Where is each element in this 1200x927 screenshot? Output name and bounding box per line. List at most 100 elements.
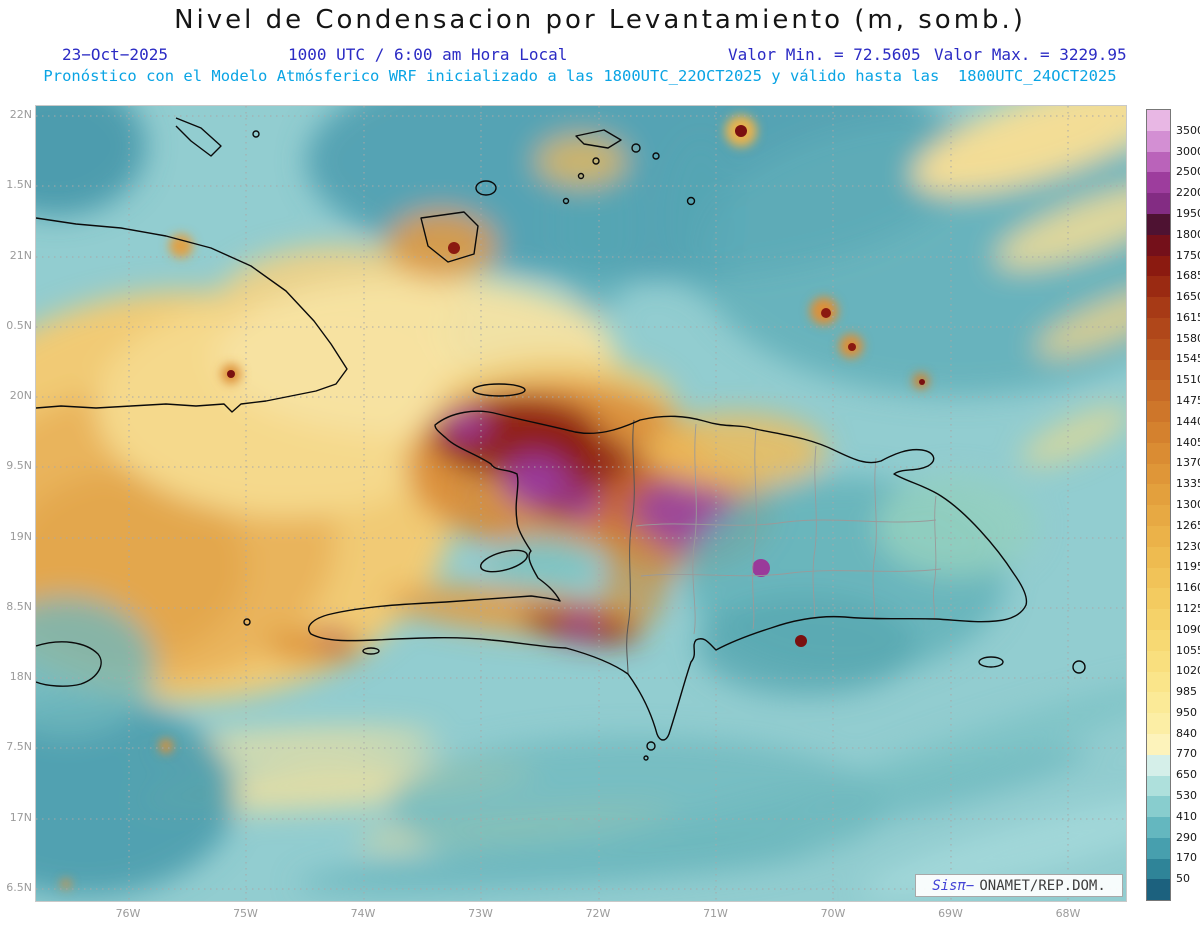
y-tick-label: 1.5N (6, 178, 32, 192)
colorbar-segment (1147, 858, 1170, 880)
colorbar-label: 1090 (1176, 622, 1200, 636)
colorbar-segment (1147, 692, 1170, 714)
colorbar-label: 2500 (1176, 165, 1200, 179)
admin-borders (635, 423, 942, 635)
coastline-jamaica (36, 641, 102, 687)
watermark: Sisπ− ONAMET/REP.DOM. (915, 874, 1123, 897)
colorbar-label: 1055 (1176, 643, 1200, 657)
colorbar-label: 530 (1176, 789, 1197, 803)
colorbar-label: 1750 (1176, 248, 1200, 262)
colorbar-label: 1335 (1176, 477, 1200, 491)
colorbar-label: 840 (1176, 726, 1197, 740)
colorbar-segment (1147, 442, 1170, 464)
value-min-label: Valor Min. = 72.5605 (728, 45, 921, 64)
colorbar-label: 1475 (1176, 394, 1200, 408)
x-tick-label: 68W (1055, 907, 1081, 920)
colorbar-label: 1020 (1176, 664, 1200, 678)
colorbar-segment (1147, 796, 1170, 818)
colorbar-label: 50 (1176, 872, 1190, 886)
x-tick-label: 73W (468, 907, 493, 920)
y-tick-label: 7.5N (6, 740, 32, 754)
y-tick-label: 18N (9, 670, 32, 684)
colorbar-label: 1300 (1176, 498, 1200, 511)
gridlines (36, 106, 1126, 901)
colorbar-label: 985 (1176, 685, 1197, 699)
colorbar-segment (1147, 567, 1170, 589)
colorbar-label: 410 (1176, 809, 1197, 823)
x-tick-label: 69W (938, 907, 963, 920)
island-navassa (243, 618, 251, 626)
colorbar-label: 1230 (1176, 539, 1200, 553)
island-ile-a-vache (362, 647, 380, 655)
island-mona (1072, 660, 1086, 674)
colorbar-label: 770 (1176, 747, 1197, 761)
y-tick-label: 21N (9, 248, 32, 262)
colorbar-label: 1265 (1176, 518, 1200, 532)
island-gonave (480, 549, 528, 573)
lcl-field-spot-cores (227, 125, 925, 647)
colorbar-label: 1685 (1176, 269, 1200, 283)
colorbar-segment (1147, 609, 1170, 630)
colorbar-segment (1147, 775, 1170, 797)
colorbar-segment (1147, 317, 1170, 339)
colorbar-label: 3500 (1176, 123, 1200, 137)
colorbar-label: 1370 (1176, 456, 1200, 470)
colorbar-segment (1147, 130, 1170, 152)
colorbar-segment (1147, 505, 1170, 526)
x-tick-label: 72W (585, 907, 611, 920)
valid-time: 1000 UTC / 6:00 am Hora Local (288, 45, 568, 64)
colorbar-label: 170 (1176, 851, 1197, 865)
y-tick-label: 20N (9, 389, 32, 403)
island-little-inagua (475, 180, 497, 196)
island-tortue (472, 383, 526, 397)
colorbar-label: 1510 (1176, 373, 1200, 387)
x-tick-label: 75W (233, 907, 258, 920)
colorbar-label: 1580 (1176, 331, 1200, 345)
colorbar-segment (1147, 193, 1170, 214)
x-tick-label: 70W (820, 907, 846, 920)
colorbar-segment (1147, 234, 1170, 256)
colorbar-segment (1147, 110, 1170, 131)
island-great-inagua (420, 211, 479, 263)
colorbar-label: 3000 (1176, 144, 1200, 158)
colorbar-segment (1147, 338, 1170, 360)
y-tick-label: 9.5N (6, 459, 32, 473)
colorbar-segment (1147, 817, 1170, 838)
colorbar-segment (1147, 713, 1170, 734)
colorbar-segment (1147, 629, 1170, 651)
y-tick-label: 19N (9, 529, 32, 543)
colorbar-segment (1147, 546, 1170, 568)
colorbar-segment (1147, 421, 1170, 443)
colorbar-label: 1545 (1176, 352, 1200, 366)
valid-date: 23−Oct−2025 (62, 45, 168, 64)
island-saona (978, 656, 1004, 668)
colorbar-label: 1125 (1176, 601, 1200, 615)
colorbar-segment (1147, 380, 1170, 402)
colorbar-label: 1195 (1176, 560, 1200, 574)
colorbar-label: 1440 (1176, 414, 1200, 428)
colorbar-label: 1800 (1176, 227, 1200, 241)
colorbar-segment (1147, 359, 1170, 381)
y-tick-label: 6.5N (6, 880, 32, 894)
y-tick-label: 8.5N (6, 599, 32, 613)
colorbar-segment (1147, 525, 1170, 547)
colorbar-label: 650 (1176, 768, 1197, 782)
colorbar-label: 1405 (1176, 435, 1200, 449)
coastline-cuba (36, 217, 348, 413)
colorbar-segment (1147, 650, 1170, 672)
x-tick-label: 74W (350, 907, 376, 920)
colorbar-label: 1950 (1176, 206, 1200, 220)
colorbar-segment (1147, 733, 1170, 755)
coastlines (36, 117, 1086, 761)
island-grand-turk (686, 196, 696, 206)
y-tick-label: 17N (9, 810, 32, 824)
colorbar-label: 290 (1176, 830, 1197, 844)
colorbar-label: 2200 (1176, 186, 1200, 200)
x-tick-label: 71W (703, 907, 728, 920)
colorbar-segment (1147, 837, 1170, 859)
y-tick-label: 0.5N (6, 318, 32, 332)
island-beata (646, 741, 656, 751)
map (35, 105, 1127, 902)
colorbar-label: 950 (1176, 705, 1197, 719)
